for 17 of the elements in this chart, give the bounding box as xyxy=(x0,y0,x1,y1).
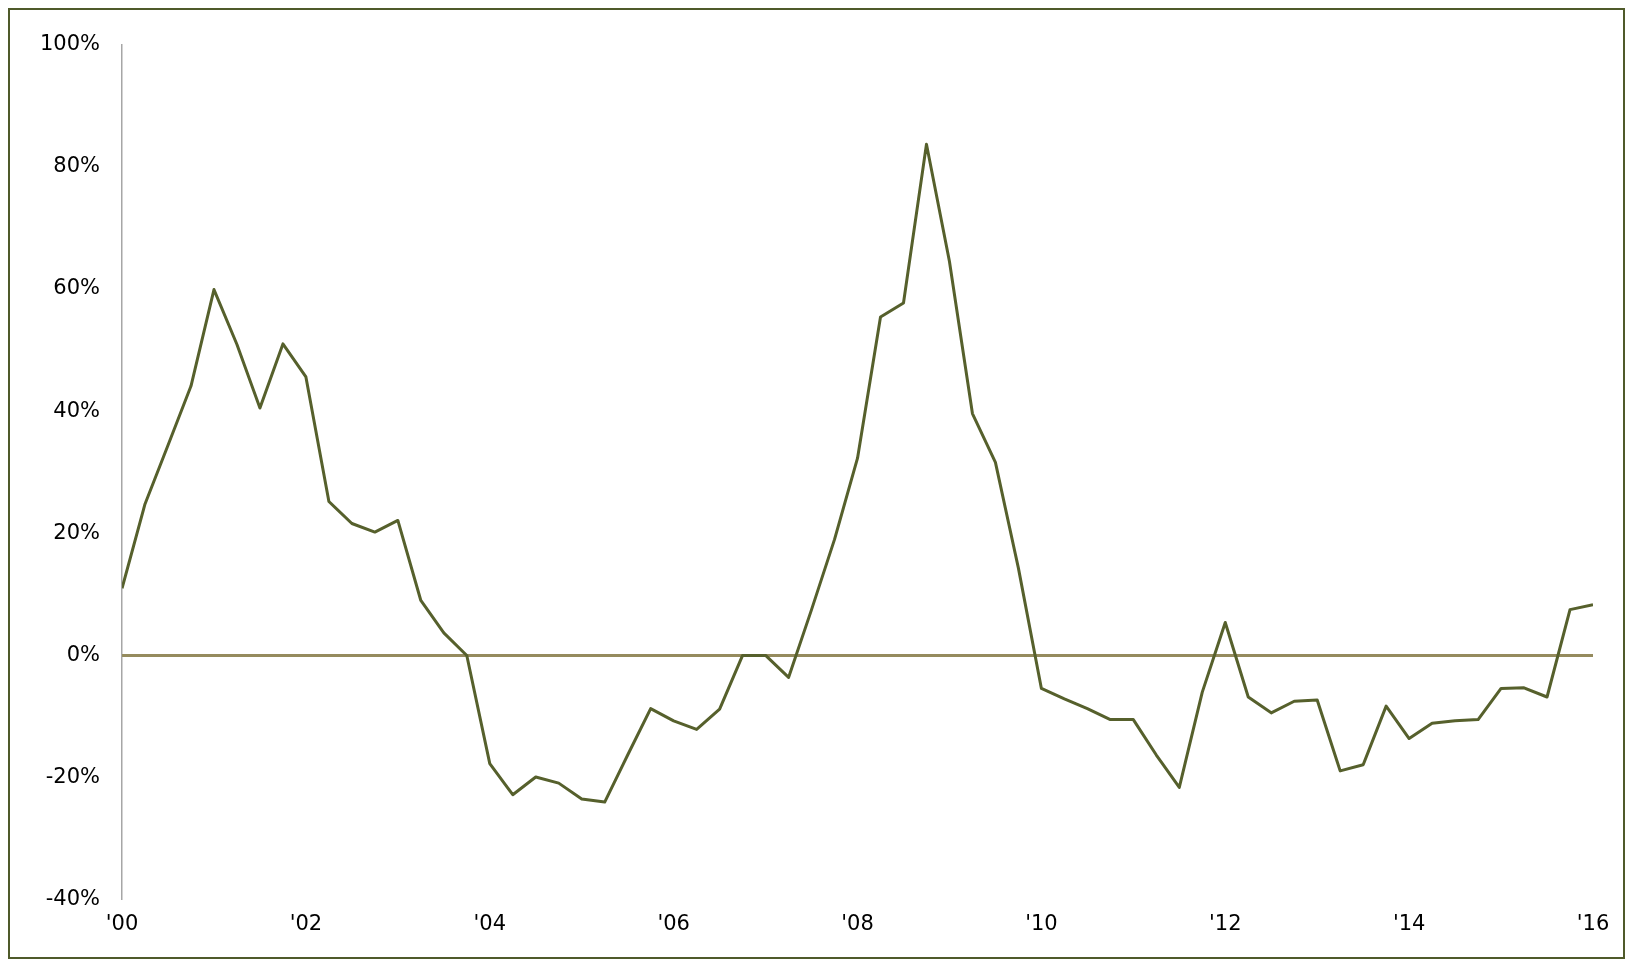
y-tick-label: 60% xyxy=(53,275,101,300)
x-tick-label: '12 xyxy=(1209,910,1242,935)
x-tick-label: '04 xyxy=(473,910,507,935)
x-tick-label: '06 xyxy=(657,910,690,935)
y-tick-label: 0% xyxy=(66,641,101,666)
x-tick-label: '10 xyxy=(1025,910,1058,935)
y-tick-label: 100% xyxy=(39,31,101,56)
y-tick-label: -40% xyxy=(45,886,101,911)
x-tick-label: '00 xyxy=(105,910,139,935)
x-tick-label: '08 xyxy=(841,910,874,935)
y-tick-label: -20% xyxy=(45,764,101,789)
x-tick-label: '02 xyxy=(289,910,323,935)
y-tick-label: 20% xyxy=(53,519,101,544)
x-tick-label: '16 xyxy=(1576,910,1610,935)
y-tick-label: 80% xyxy=(53,153,101,178)
y-tick-label: 40% xyxy=(53,397,101,422)
x-tick-label: '14 xyxy=(1392,910,1426,935)
